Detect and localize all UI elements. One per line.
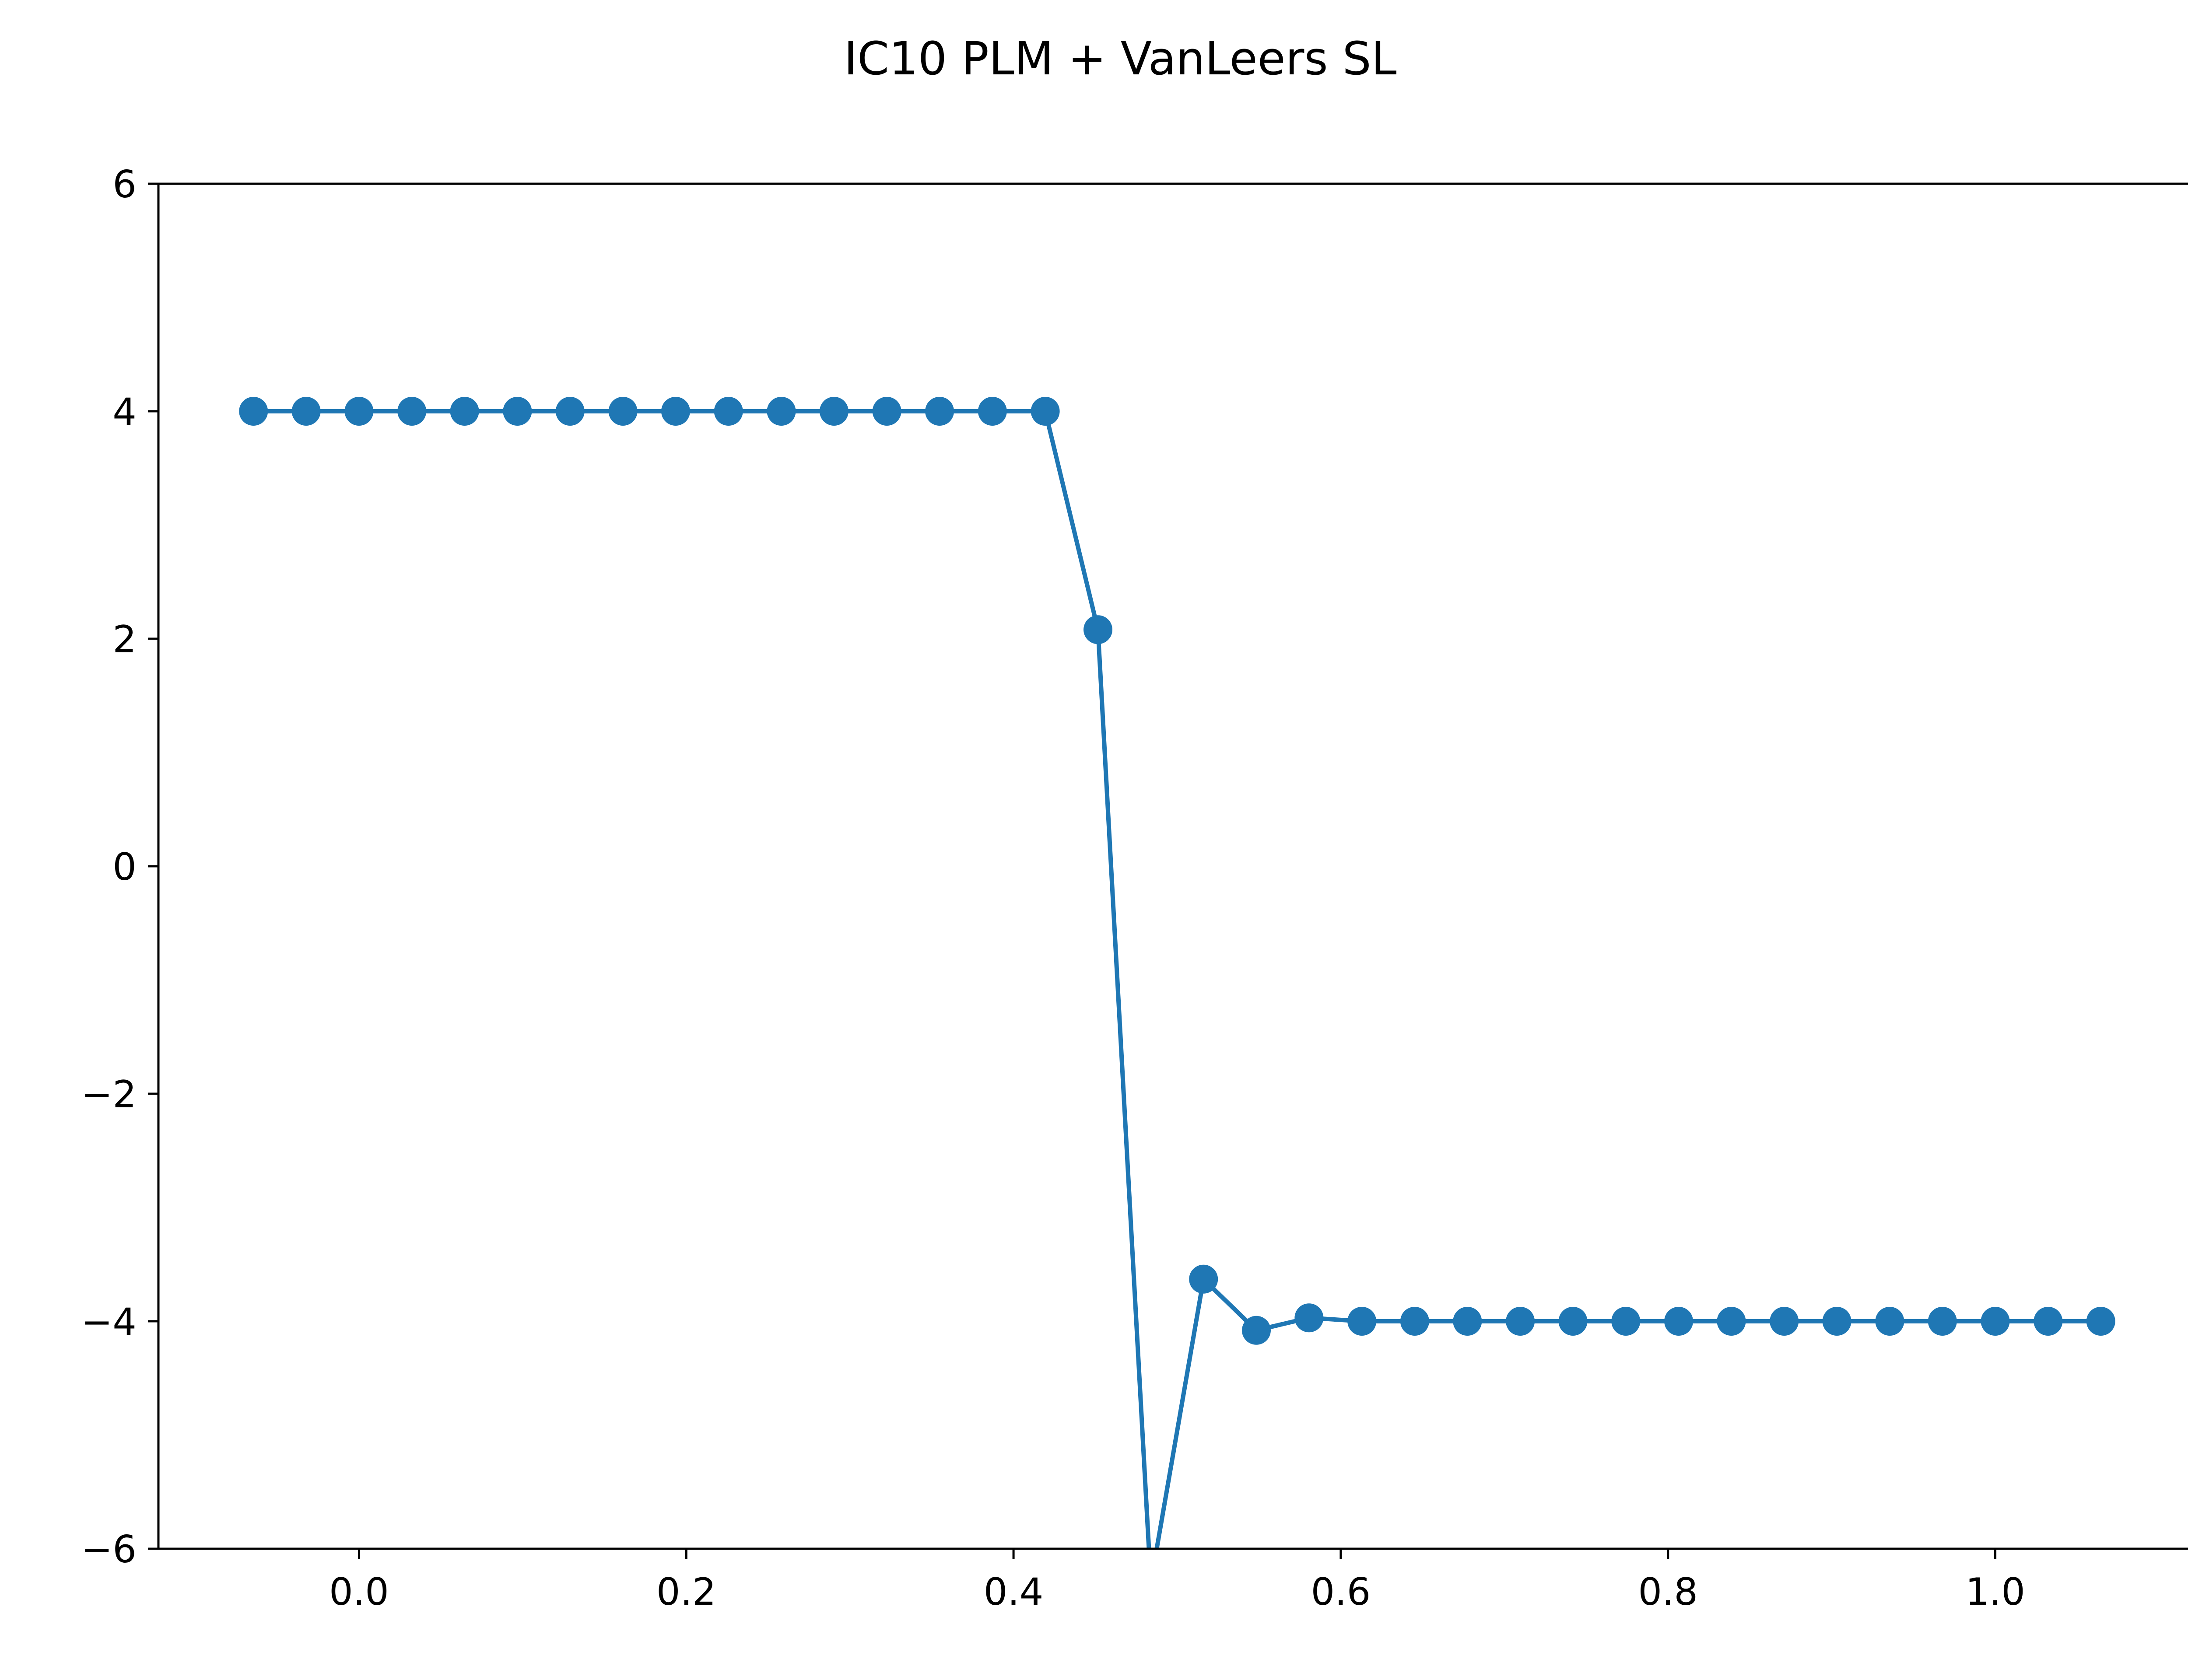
data-point (925, 397, 954, 426)
y-tick-label: 4 (112, 390, 137, 434)
data-point (1506, 1307, 1535, 1336)
data-point (1453, 1307, 1482, 1336)
data-point (1031, 397, 1060, 426)
data-point (1717, 1307, 1746, 1336)
data-point (819, 397, 849, 426)
data-point (344, 397, 374, 426)
data-point (555, 397, 585, 426)
plot-area (239, 397, 2115, 1549)
y-tick-label: 2 (112, 618, 137, 662)
data-point (978, 397, 1007, 426)
y-tick-label: −4 (81, 1300, 137, 1344)
x-tick-label: 0.2 (656, 1570, 716, 1614)
x-tick-label: 0.8 (1638, 1570, 1698, 1614)
data-point (1822, 1307, 1851, 1336)
data-point (714, 397, 743, 426)
x-tick-label: 1.0 (1965, 1570, 2025, 1614)
y-tick-label: 0 (112, 845, 137, 889)
x-axis: 0.0 0.2 0.4 0.6 0.8 1.0 (329, 1549, 2025, 1614)
data-point (1664, 1307, 1694, 1336)
data-point (1294, 1303, 1324, 1333)
data-point (1400, 1307, 1429, 1336)
data-point (1611, 1307, 1641, 1336)
data-point (1770, 1307, 1799, 1336)
data-point (1241, 1316, 1271, 1345)
x-tick-label: 0.6 (1311, 1570, 1371, 1614)
data-point (1347, 1307, 1377, 1336)
data-point (1083, 615, 1113, 644)
data-point (872, 397, 901, 426)
y-tick-label: 6 (112, 163, 137, 206)
x-tick-label: 0.0 (329, 1570, 389, 1614)
data-point (239, 397, 268, 426)
data-point (450, 397, 479, 426)
data-point (1189, 1264, 1218, 1294)
data-point (2034, 1307, 2063, 1336)
x-tick-label: 0.4 (984, 1570, 1044, 1614)
data-point (1928, 1307, 1957, 1336)
data-point (661, 397, 690, 426)
data-point (608, 397, 638, 426)
y-tick-label: −6 (81, 1528, 137, 1572)
data-point (2086, 1307, 2115, 1336)
data-point (503, 397, 532, 426)
data-point (767, 397, 796, 426)
data-point (1981, 1307, 2010, 1336)
data-point (291, 397, 321, 426)
data-point (1558, 1307, 1588, 1336)
y-tick-label: −2 (81, 1073, 137, 1116)
chart-title: IC10 PLM + VanLeers SL (844, 32, 1396, 85)
data-point (397, 397, 427, 426)
y-axis: −6 −4 −2 0 2 4 6 (81, 163, 158, 1572)
data-point (1875, 1307, 1904, 1336)
